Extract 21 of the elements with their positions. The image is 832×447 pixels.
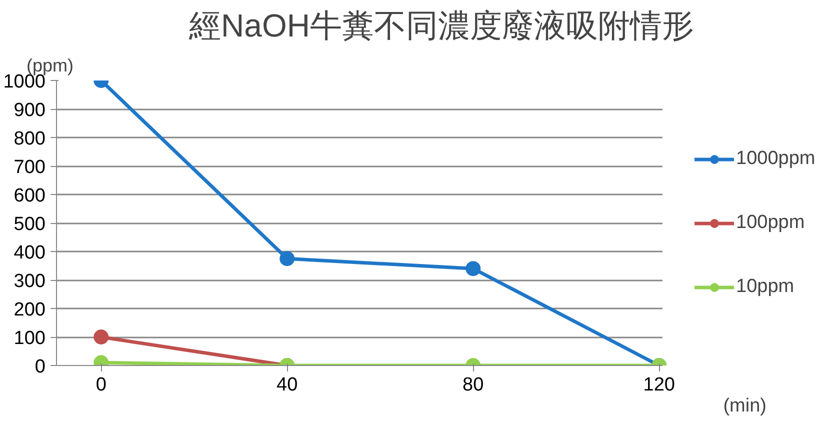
x-tick-label: 80 (462, 374, 484, 396)
chart-title: 經NaOH牛糞不同濃度廢液吸附情形 (188, 8, 694, 44)
y-tick-label: 800 (14, 128, 46, 150)
y-tick-label: 200 (14, 300, 46, 320)
point (280, 251, 295, 266)
y-tick-label: 0 (34, 356, 46, 378)
y-tick-label: 700 (14, 157, 46, 178)
x-tick-label: 120 (643, 374, 675, 396)
x-tick-label: 40 (276, 374, 298, 396)
y-tick-label: 400 (14, 242, 46, 264)
y-tick-label: 900 (14, 100, 46, 121)
x-axis-title: (min) (723, 396, 767, 416)
legend-label: 100ppm (736, 212, 806, 234)
y-tick-label: 600 (14, 186, 46, 206)
point (466, 261, 481, 276)
x-tick-label: 0 (96, 374, 106, 396)
y-tick-label: 100 (14, 328, 46, 349)
legend-label: 1000ppm (736, 148, 816, 170)
legend-label: 10ppm (736, 276, 796, 298)
y-tick-label: 500 (14, 214, 46, 235)
y-tick-label: 300 (14, 271, 46, 292)
